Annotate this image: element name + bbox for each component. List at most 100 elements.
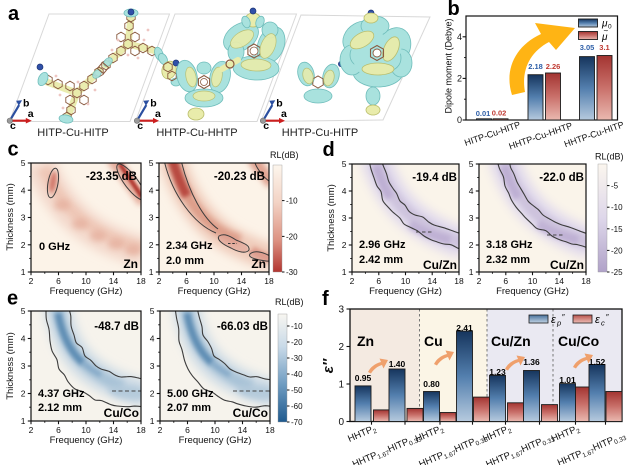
svg-text:2.34 GHz: 2.34 GHz [166,240,213,252]
svg-text:14: 14 [237,276,247,286]
svg-text:Cu: Cu [424,333,443,349]
svg-text:1: 1 [338,380,344,391]
svg-text:18: 18 [581,276,591,286]
svg-text:RL(dB): RL(dB) [275,297,304,307]
svg-text:5.00 GHz: 5.00 GHz [167,388,214,400]
svg-text:18: 18 [265,425,275,435]
svg-text:2.32 mm: 2.32 mm [486,254,530,266]
svg-text:-15: -15 [611,225,623,234]
svg-text:a: a [8,3,20,25]
svg-text:6: 6 [503,276,508,286]
svg-text:0.02: 0.02 [492,109,507,118]
svg-text:10: 10 [210,425,220,435]
svg-text:Thickness (mm): Thickness (mm) [326,184,337,252]
svg-text:Cu/Co: Cu/Co [233,406,268,420]
svg-text:2: 2 [457,74,462,84]
svg-text:-5: -5 [611,182,619,191]
svg-text:d: d [323,139,335,161]
svg-text:-50: -50 [291,386,303,395]
svg-text:2.12 mm: 2.12 mm [38,402,82,414]
svg-text:-22.0 dB: -22.0 dB [539,172,584,184]
svg-text:1: 1 [469,267,474,277]
svg-text:0.95: 0.95 [355,373,372,383]
svg-text:-20.23 dB: -20.23 dB [214,171,265,183]
svg-text:14: 14 [109,276,119,286]
svg-text:1: 1 [21,267,26,277]
svg-text:HHTP-Cu-HHTP: HHTP-Cu-HHTP [156,127,237,139]
svg-text:5: 5 [21,158,26,168]
svg-text:ε: ε [595,314,600,326]
svg-text:c: c [8,139,19,161]
svg-text:4: 4 [21,334,26,344]
svg-text:e: e [7,288,18,310]
svg-text:10: 10 [81,425,91,435]
svg-text:1.52: 1.52 [589,357,606,367]
svg-text:-30: -30 [286,268,298,277]
svg-text:Cu/Co: Cu/Co [104,406,139,420]
svg-text:HHTP-Cu-HITP: HHTP-Cu-HITP [563,119,625,149]
svg-text:3: 3 [149,213,154,223]
svg-text:4: 4 [21,185,26,195]
svg-text:Cu/Zn: Cu/Zn [550,258,584,272]
svg-text:0: 0 [608,24,612,31]
svg-text:2: 2 [21,389,26,399]
svg-text:5: 5 [21,306,26,316]
svg-text:2: 2 [469,240,474,250]
svg-text:-19.4 dB: -19.4 dB [412,172,457,184]
svg-text:-20: -20 [286,232,298,241]
svg-text:Frequency (GHz): Frequency (GHz) [496,286,569,297]
svg-text:4: 4 [149,185,154,195]
svg-text:18: 18 [136,276,146,286]
svg-text:RL(dB): RL(dB) [595,152,624,162]
svg-text:-10: -10 [286,197,298,206]
svg-text:10: 10 [209,276,219,286]
svg-text:c: c [137,120,143,132]
svg-text:Thickness (mm): Thickness (mm) [5,332,16,400]
svg-text:a: a [155,108,161,120]
svg-text:10: 10 [401,276,411,286]
svg-text:Dipole moment (Debye): Dipole moment (Debye) [444,18,454,113]
svg-text:c: c [601,319,605,328]
svg-text:14: 14 [428,276,438,286]
svg-text:2.41: 2.41 [456,323,473,333]
svg-text:1: 1 [21,416,26,426]
svg-text:2: 2 [29,276,34,286]
svg-text:c: c [263,120,269,132]
svg-text:-23.35 dB: -23.35 dB [86,171,137,183]
svg-text:RL(dB): RL(dB) [270,150,299,160]
svg-text:18: 18 [136,425,146,435]
svg-text:14: 14 [109,425,119,435]
svg-text:-25: -25 [611,268,623,277]
svg-text:-66.03 dB: -66.03 dB [217,321,268,333]
svg-text:Zn: Zn [357,333,374,349]
svg-text:-10: -10 [291,322,303,331]
svg-text:b: b [276,98,282,110]
svg-text:3: 3 [150,361,155,371]
svg-text:2: 2 [350,276,355,286]
svg-text:2: 2 [149,240,154,250]
svg-text:-20: -20 [611,246,623,255]
svg-text:Thickness (mm): Thickness (mm) [5,183,16,251]
svg-text:4.37 GHz: 4.37 GHz [38,388,85,400]
svg-text:3.05: 3.05 [580,43,595,52]
svg-text:1: 1 [150,416,155,426]
svg-text:a: a [281,108,287,120]
svg-text:a: a [28,108,34,120]
svg-text:3: 3 [469,213,474,223]
svg-text:6: 6 [56,425,61,435]
svg-text:p: p [556,319,561,328]
svg-text:4: 4 [150,334,155,344]
svg-text:2.18: 2.18 [528,62,543,71]
svg-text:Zn: Zn [251,257,266,271]
svg-text:1.36: 1.36 [523,357,540,367]
svg-text:6: 6 [184,276,189,286]
svg-text:6: 6 [56,276,61,286]
svg-text:-60: -60 [291,402,303,411]
svg-text:2: 2 [29,425,34,435]
svg-text:HHTP-Cu-HITP: HHTP-Cu-HITP [282,127,358,139]
svg-text:-70: -70 [291,418,303,427]
svg-text:5: 5 [469,159,474,169]
svg-text:6: 6 [185,425,190,435]
svg-text:-20: -20 [291,338,303,347]
svg-text:Cu/Zn: Cu/Zn [491,333,531,349]
